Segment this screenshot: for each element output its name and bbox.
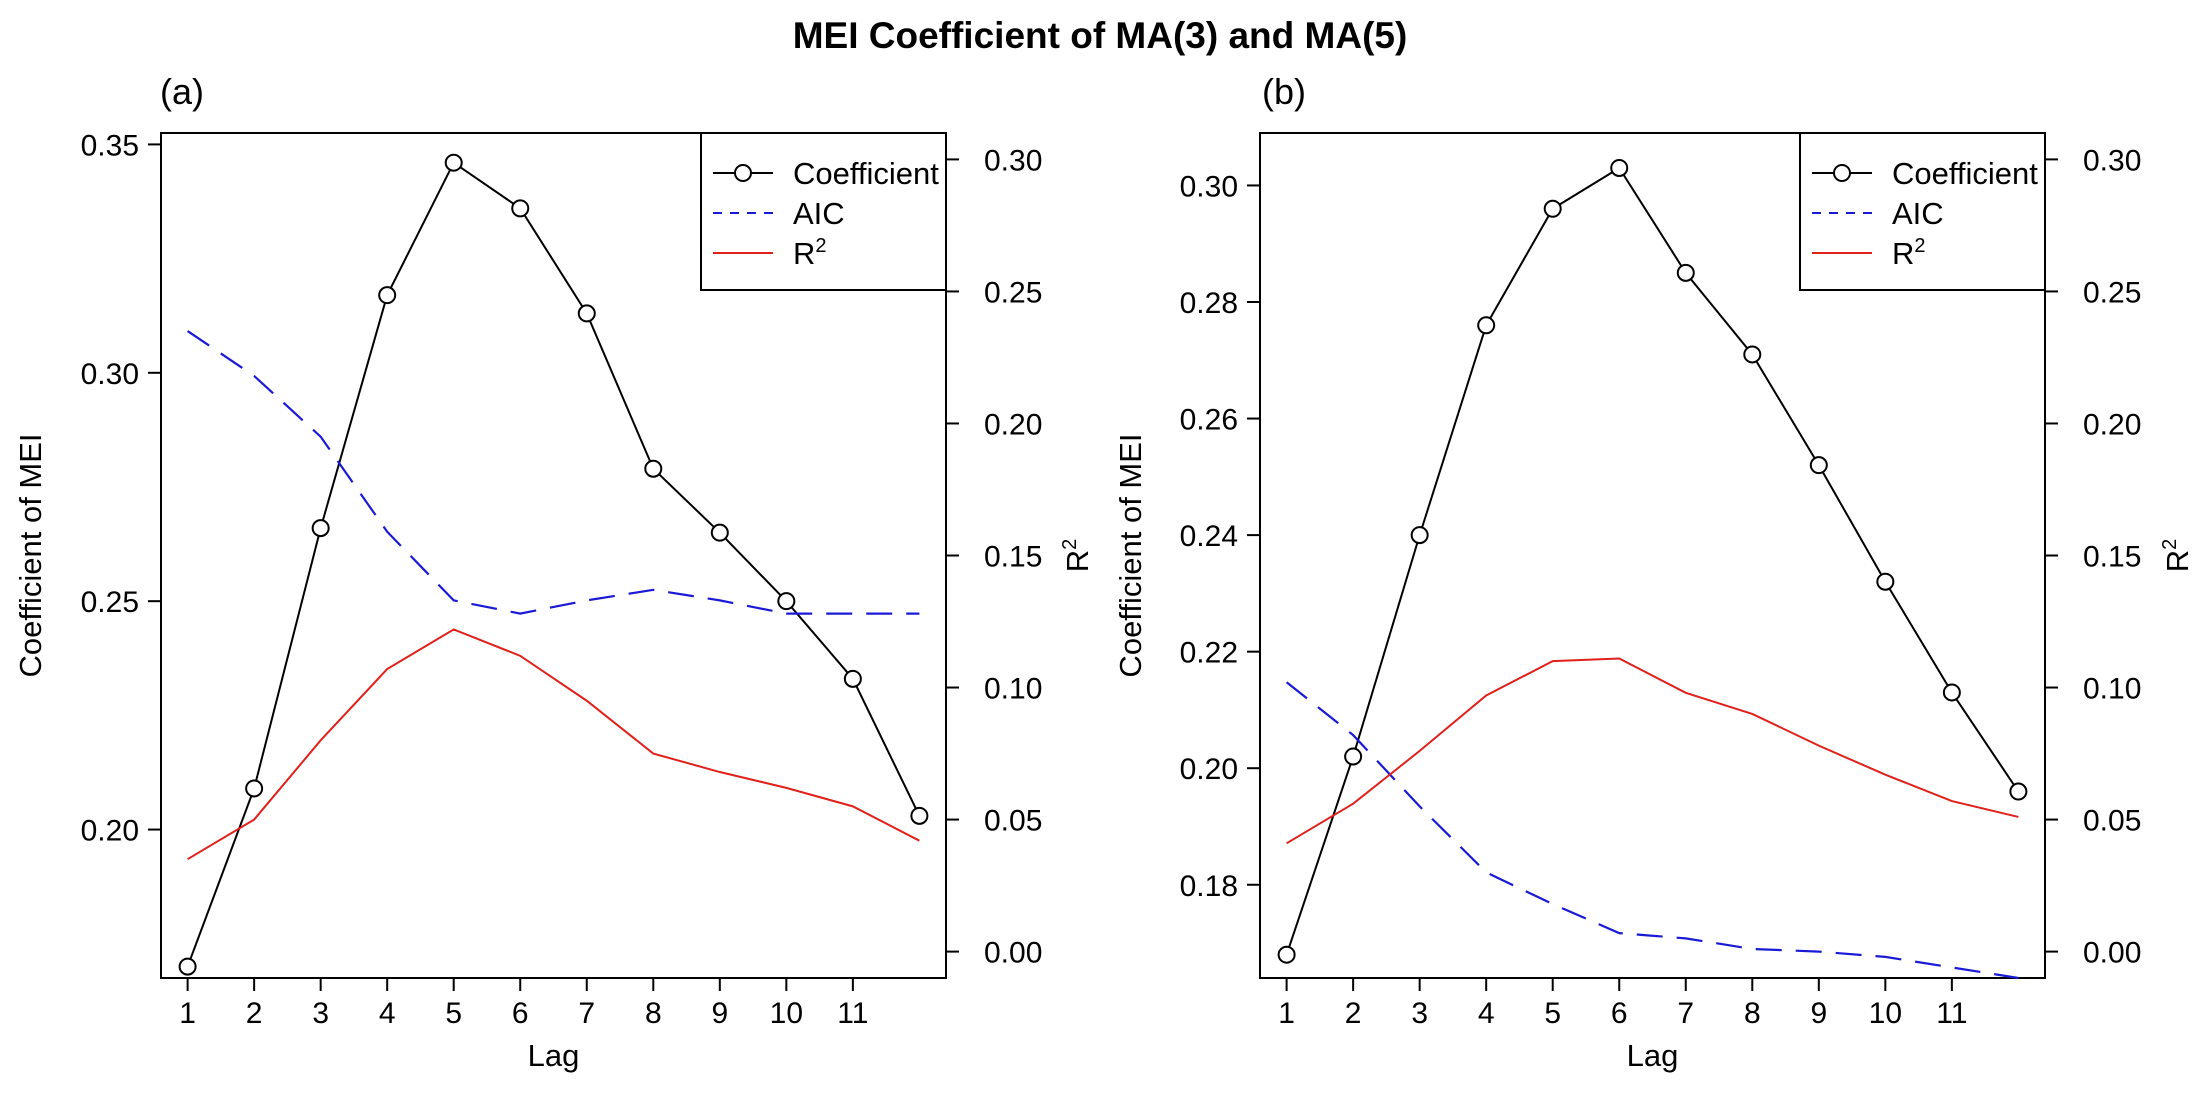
x-tick-label: 7 <box>1677 997 1694 1030</box>
data-point-coefficient <box>1743 345 1762 364</box>
x-tick-label: 3 <box>1411 997 1428 1030</box>
data-point-coefficient <box>2009 782 2028 801</box>
y-tick-label: 0.20 <box>81 815 139 848</box>
x-tick-label: 8 <box>1744 997 1761 1030</box>
x-axis-title: Lag <box>528 1038 580 1073</box>
data-point-coefficient <box>378 286 397 305</box>
x-tick-label: 5 <box>1544 997 1561 1030</box>
series-line-aic <box>1285 681 2019 980</box>
y2-tick-label: 0.05 <box>984 805 1042 838</box>
x-tick-label: 11 <box>1936 997 1967 1030</box>
legend-label: R2 <box>1892 235 1926 271</box>
legend-box <box>700 132 947 291</box>
data-point-coefficient <box>1876 572 1895 591</box>
legend-marker <box>1833 164 1851 182</box>
legend-marker <box>734 164 752 182</box>
y2-tick-label: 0.00 <box>2083 937 2141 970</box>
x-tick-label: 9 <box>711 997 728 1030</box>
data-point-coefficient <box>1942 683 1961 702</box>
y-tick-label: 0.28 <box>1180 287 1238 320</box>
data-point-coefficient <box>444 153 463 172</box>
series-line-coefficient <box>1285 166 2020 956</box>
x-tick-label: 4 <box>1478 997 1495 1030</box>
x-tick-label: 7 <box>578 997 595 1030</box>
data-point-coefficient <box>777 592 796 611</box>
x-tick-label: 2 <box>1345 997 1362 1030</box>
x-tick-label: 1 <box>179 997 196 1030</box>
y-tick-label: 0.25 <box>81 586 139 619</box>
data-point-coefficient <box>1543 199 1562 218</box>
data-point-coefficient <box>577 304 596 323</box>
series-line-r <box>187 628 920 861</box>
y2-tick-label: 0.05 <box>2083 805 2141 838</box>
y-tick-label: 0.24 <box>1180 520 1238 553</box>
data-point-coefficient <box>1676 263 1695 282</box>
y-tick-label: 0.18 <box>1180 870 1238 903</box>
data-point-coefficient <box>245 779 264 798</box>
legend-label: AIC <box>793 196 845 231</box>
data-point-coefficient <box>1610 158 1629 177</box>
data-point-coefficient <box>843 669 862 688</box>
x-tick-label: 8 <box>645 997 662 1030</box>
legend-label: Coefficient <box>793 156 939 191</box>
y-tick-label: 0.26 <box>1180 404 1238 437</box>
y-tick-label: 0.20 <box>1180 753 1238 786</box>
data-point-coefficient <box>1809 456 1828 475</box>
x-tick-label: 6 <box>512 997 529 1030</box>
y2-tick-label: 0.30 <box>2083 144 2141 177</box>
data-point-coefficient <box>178 957 197 976</box>
x-tick-label: 10 <box>1869 997 1902 1030</box>
y2-tick-label: 0.20 <box>984 408 1042 441</box>
data-point-coefficient <box>311 519 330 538</box>
y-tick-label: 0.35 <box>81 129 139 162</box>
y2-axis-title: R2 <box>1059 539 1095 573</box>
panel-label: (a) <box>160 71 204 112</box>
x-tick-label: 10 <box>770 997 803 1030</box>
series-line-r <box>1286 657 2019 845</box>
y2-tick-label: 0.15 <box>2083 541 2141 574</box>
data-point-coefficient <box>1410 526 1429 545</box>
x-tick-label: 9 <box>1810 997 1827 1030</box>
y2-tick-label: 0.15 <box>984 541 1042 574</box>
y-tick-label: 0.30 <box>81 358 139 391</box>
y-axis-title: Coefficient of MEI <box>1113 433 1148 677</box>
legend-box <box>1799 132 2046 291</box>
panel-label: (b) <box>1262 71 1306 112</box>
panel-b: (b) 1 2 3 4 5 6 7 8 9 10 11 Lag 0.18 0.20 0.22 0.24 0.26 0… <box>1113 71 2195 1073</box>
y2-tick-label: 0.25 <box>2083 276 2141 309</box>
x-tick-label: 11 <box>837 997 868 1030</box>
panel-a: (a) 1 2 3 4 5 6 7 8 9 10 11 Lag 0.20 0.25 0.30 0.35 Coeff… <box>13 71 1095 1073</box>
y2-tick-label: 0.10 <box>984 673 1042 706</box>
x-axis-title: Lag <box>1627 1038 1679 1073</box>
data-point-coefficient <box>910 806 929 825</box>
x-tick-label: 1 <box>1278 997 1295 1030</box>
y2-tick-label: 0.10 <box>2083 673 2141 706</box>
data-point-coefficient <box>644 459 663 478</box>
legend-label: Coefficient <box>1892 156 2038 191</box>
x-tick-label: 5 <box>445 997 462 1030</box>
y2-tick-label: 0.25 <box>984 276 1042 309</box>
legend-label: R2 <box>793 235 827 271</box>
y-axis-title: Coefficient of MEI <box>13 433 48 677</box>
y2-tick-label: 0.00 <box>984 937 1042 970</box>
data-point-coefficient <box>710 523 729 542</box>
y-tick-label: 0.22 <box>1180 637 1238 670</box>
x-tick-label: 3 <box>312 997 329 1030</box>
figure-title: MEI Coefficient of MA(3) and MA(5) <box>793 15 1408 56</box>
data-point-coefficient <box>1344 747 1363 766</box>
legend-label: AIC <box>1892 196 1944 231</box>
data-point-coefficient <box>511 199 530 218</box>
data-point-coefficient <box>1277 945 1296 964</box>
y2-tick-label: 0.20 <box>2083 408 2141 441</box>
x-tick-label: 2 <box>246 997 263 1030</box>
y2-axis-title: R2 <box>2159 539 2195 573</box>
data-point-coefficient <box>1477 316 1496 335</box>
y-tick-label: 0.30 <box>1180 170 1238 203</box>
x-tick-label: 4 <box>379 997 396 1030</box>
series-line-aic <box>186 330 920 615</box>
y2-tick-label: 0.30 <box>984 144 1042 177</box>
x-tick-label: 6 <box>1611 997 1628 1030</box>
